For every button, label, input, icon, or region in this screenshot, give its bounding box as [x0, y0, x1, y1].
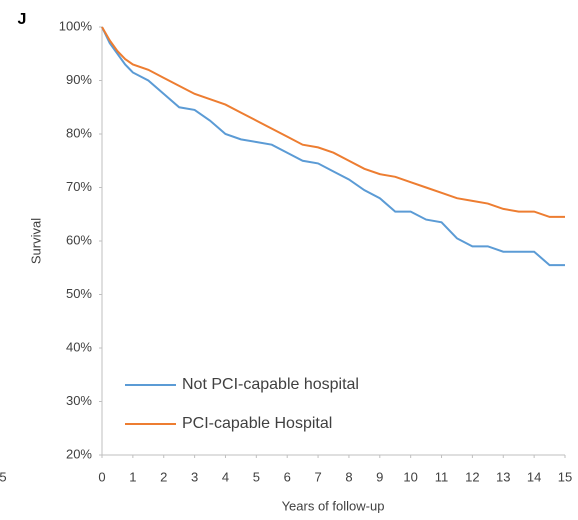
x-tick-label: 3: [191, 469, 198, 484]
x-tick-label: 9: [376, 469, 383, 484]
x-tick-label: 1: [129, 469, 136, 484]
x-tick-label: 8: [345, 469, 352, 484]
edge-text: 5: [0, 469, 7, 484]
x-tick-label: 11: [435, 469, 449, 484]
legend-label: PCI-capable Hospital: [182, 415, 332, 432]
y-axis-label: Survival: [28, 218, 43, 264]
x-tick-label: 7: [314, 469, 321, 484]
x-tick-label: 2: [160, 469, 167, 484]
x-tick-label: 12: [465, 469, 479, 484]
y-tick-label: 60%: [66, 232, 92, 247]
legend-label: Not PCI-capable hospital: [182, 376, 359, 393]
x-tick-label: 13: [496, 469, 510, 484]
x-tick-label: 5: [253, 469, 260, 484]
x-tick-label: 15: [558, 469, 572, 484]
y-tick-label: 30%: [66, 393, 92, 408]
survival-line: [101, 26, 565, 218]
y-tick-label: 20%: [66, 446, 92, 461]
y-tick-label: 40%: [66, 339, 92, 354]
y-tick-label: 90%: [66, 72, 92, 87]
x-axis-label: Years of follow-up: [282, 498, 385, 513]
y-tick-label: 80%: [66, 125, 92, 140]
x-tick-label: 14: [527, 469, 541, 484]
y-tick-label: 70%: [66, 179, 92, 194]
panel-label: J: [18, 11, 27, 28]
x-tick-label: 0: [98, 469, 105, 484]
x-tick-label: 10: [403, 469, 417, 484]
x-tick-label: 4: [222, 469, 229, 484]
y-tick-label: 100%: [59, 18, 93, 33]
survival-line: [101, 26, 565, 267]
x-tick-label: 6: [284, 469, 291, 484]
y-tick-label: 50%: [66, 286, 92, 301]
